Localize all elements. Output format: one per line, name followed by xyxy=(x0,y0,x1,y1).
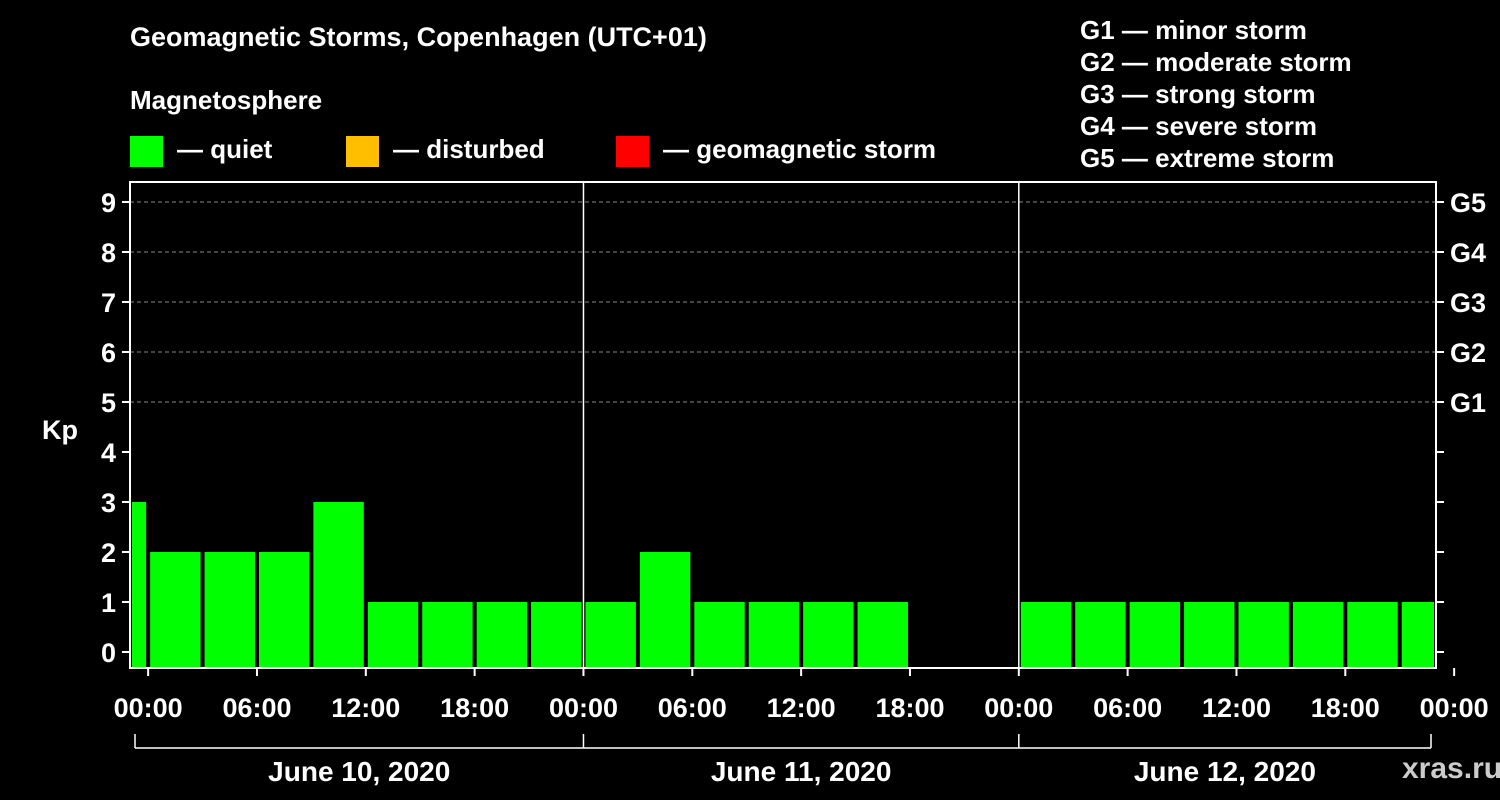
x-tick-label: 00:00 xyxy=(114,693,183,723)
storm-scale-g2: G2 — moderate storm xyxy=(1080,47,1352,77)
y-tick-label: 8 xyxy=(101,238,116,268)
storm-scale-legend: G1 — minor storm G2 — moderate storm G3 … xyxy=(1080,14,1352,174)
x-tick-label: 12:00 xyxy=(1202,693,1271,723)
x-tick-label: 06:00 xyxy=(222,693,291,723)
x-tick-label: 18:00 xyxy=(1311,693,1380,723)
y-axis-title: Kp xyxy=(42,415,78,445)
x-tick-label: 06:00 xyxy=(1093,693,1162,723)
y-tick-label: 7 xyxy=(101,288,116,318)
y-tick-label: 4 xyxy=(101,438,116,468)
kp-bar xyxy=(1292,602,1344,668)
x-tick-label: 06:00 xyxy=(658,693,727,723)
x-tick-label: 18:00 xyxy=(440,693,509,723)
legend-swatch-disturbed xyxy=(346,136,379,167)
x-tick-label: 00:00 xyxy=(1420,693,1489,723)
kp-bar xyxy=(585,602,636,668)
kp-bar xyxy=(748,602,800,668)
x-tick-label: 00:00 xyxy=(984,693,1053,723)
storm-level-label: G4 xyxy=(1450,238,1486,268)
storm-scale-g3: G3 — strong storm xyxy=(1080,79,1316,109)
kp-bar xyxy=(1075,602,1126,668)
storm-level-label: G1 xyxy=(1450,388,1486,418)
day-label: June 10, 2020 xyxy=(268,756,450,787)
kp-bar xyxy=(132,502,147,668)
legend-swatch-storm xyxy=(616,136,649,167)
x-tick-label: 12:00 xyxy=(331,693,400,723)
y-tick-label: 6 xyxy=(101,338,116,368)
kp-bar xyxy=(313,502,364,668)
legend-label-storm: — geomagnetic storm xyxy=(663,134,937,164)
kp-bar xyxy=(1129,602,1181,668)
kp-bar xyxy=(367,602,419,668)
storm-level-label: G3 xyxy=(1450,288,1486,318)
kp-bar xyxy=(1347,602,1398,668)
kp-bar xyxy=(639,552,691,668)
kp-bar xyxy=(1401,602,1434,668)
plot-frame xyxy=(129,181,1437,669)
x-tick-label: 00:00 xyxy=(549,693,618,723)
kp-bar xyxy=(694,602,745,668)
legend-label-disturbed: — disturbed xyxy=(393,134,545,164)
storm-level-label: G2 xyxy=(1450,338,1486,368)
legend-label-quiet: — quiet xyxy=(177,134,273,164)
kp-bar xyxy=(204,552,255,668)
kp-bar xyxy=(476,602,528,668)
kp-bar xyxy=(857,602,908,668)
legend-subtitle: Magnetosphere xyxy=(130,85,323,115)
storm-scale-g5: G5 — extreme storm xyxy=(1080,143,1335,173)
kp-bar xyxy=(1184,602,1235,668)
y-tick-label: 2 xyxy=(101,538,116,568)
day-label: June 11, 2020 xyxy=(711,756,892,787)
storm-scale-g4: G4 — severe storm xyxy=(1080,111,1318,141)
storm-scale-g1: G1 — minor storm xyxy=(1080,15,1307,45)
kp-bar xyxy=(150,552,201,668)
y-tick-label: 0 xyxy=(101,638,116,668)
y-tick-label: 3 xyxy=(101,488,116,518)
storm-level-label: G5 xyxy=(1450,188,1486,218)
day-label: June 12, 2020 xyxy=(1134,756,1316,787)
kp-bar xyxy=(258,552,310,668)
y-tick-label: 1 xyxy=(101,588,116,618)
kp-bar xyxy=(422,602,473,668)
x-tick-label: 12:00 xyxy=(767,693,836,723)
kp-bar xyxy=(803,602,854,668)
legend-swatch-quiet xyxy=(130,136,163,167)
kp-bar xyxy=(1020,602,1072,668)
x-tick-label: 18:00 xyxy=(875,693,944,723)
kp-bar xyxy=(531,602,582,668)
y-tick-label: 9 xyxy=(101,188,116,218)
y-tick-label: 5 xyxy=(101,388,116,418)
watermark: xras.ru xyxy=(1402,752,1500,785)
kp-bar xyxy=(1238,602,1289,668)
chart-title: Geomagnetic Storms, Copenhagen (UTC+01) xyxy=(130,22,707,52)
